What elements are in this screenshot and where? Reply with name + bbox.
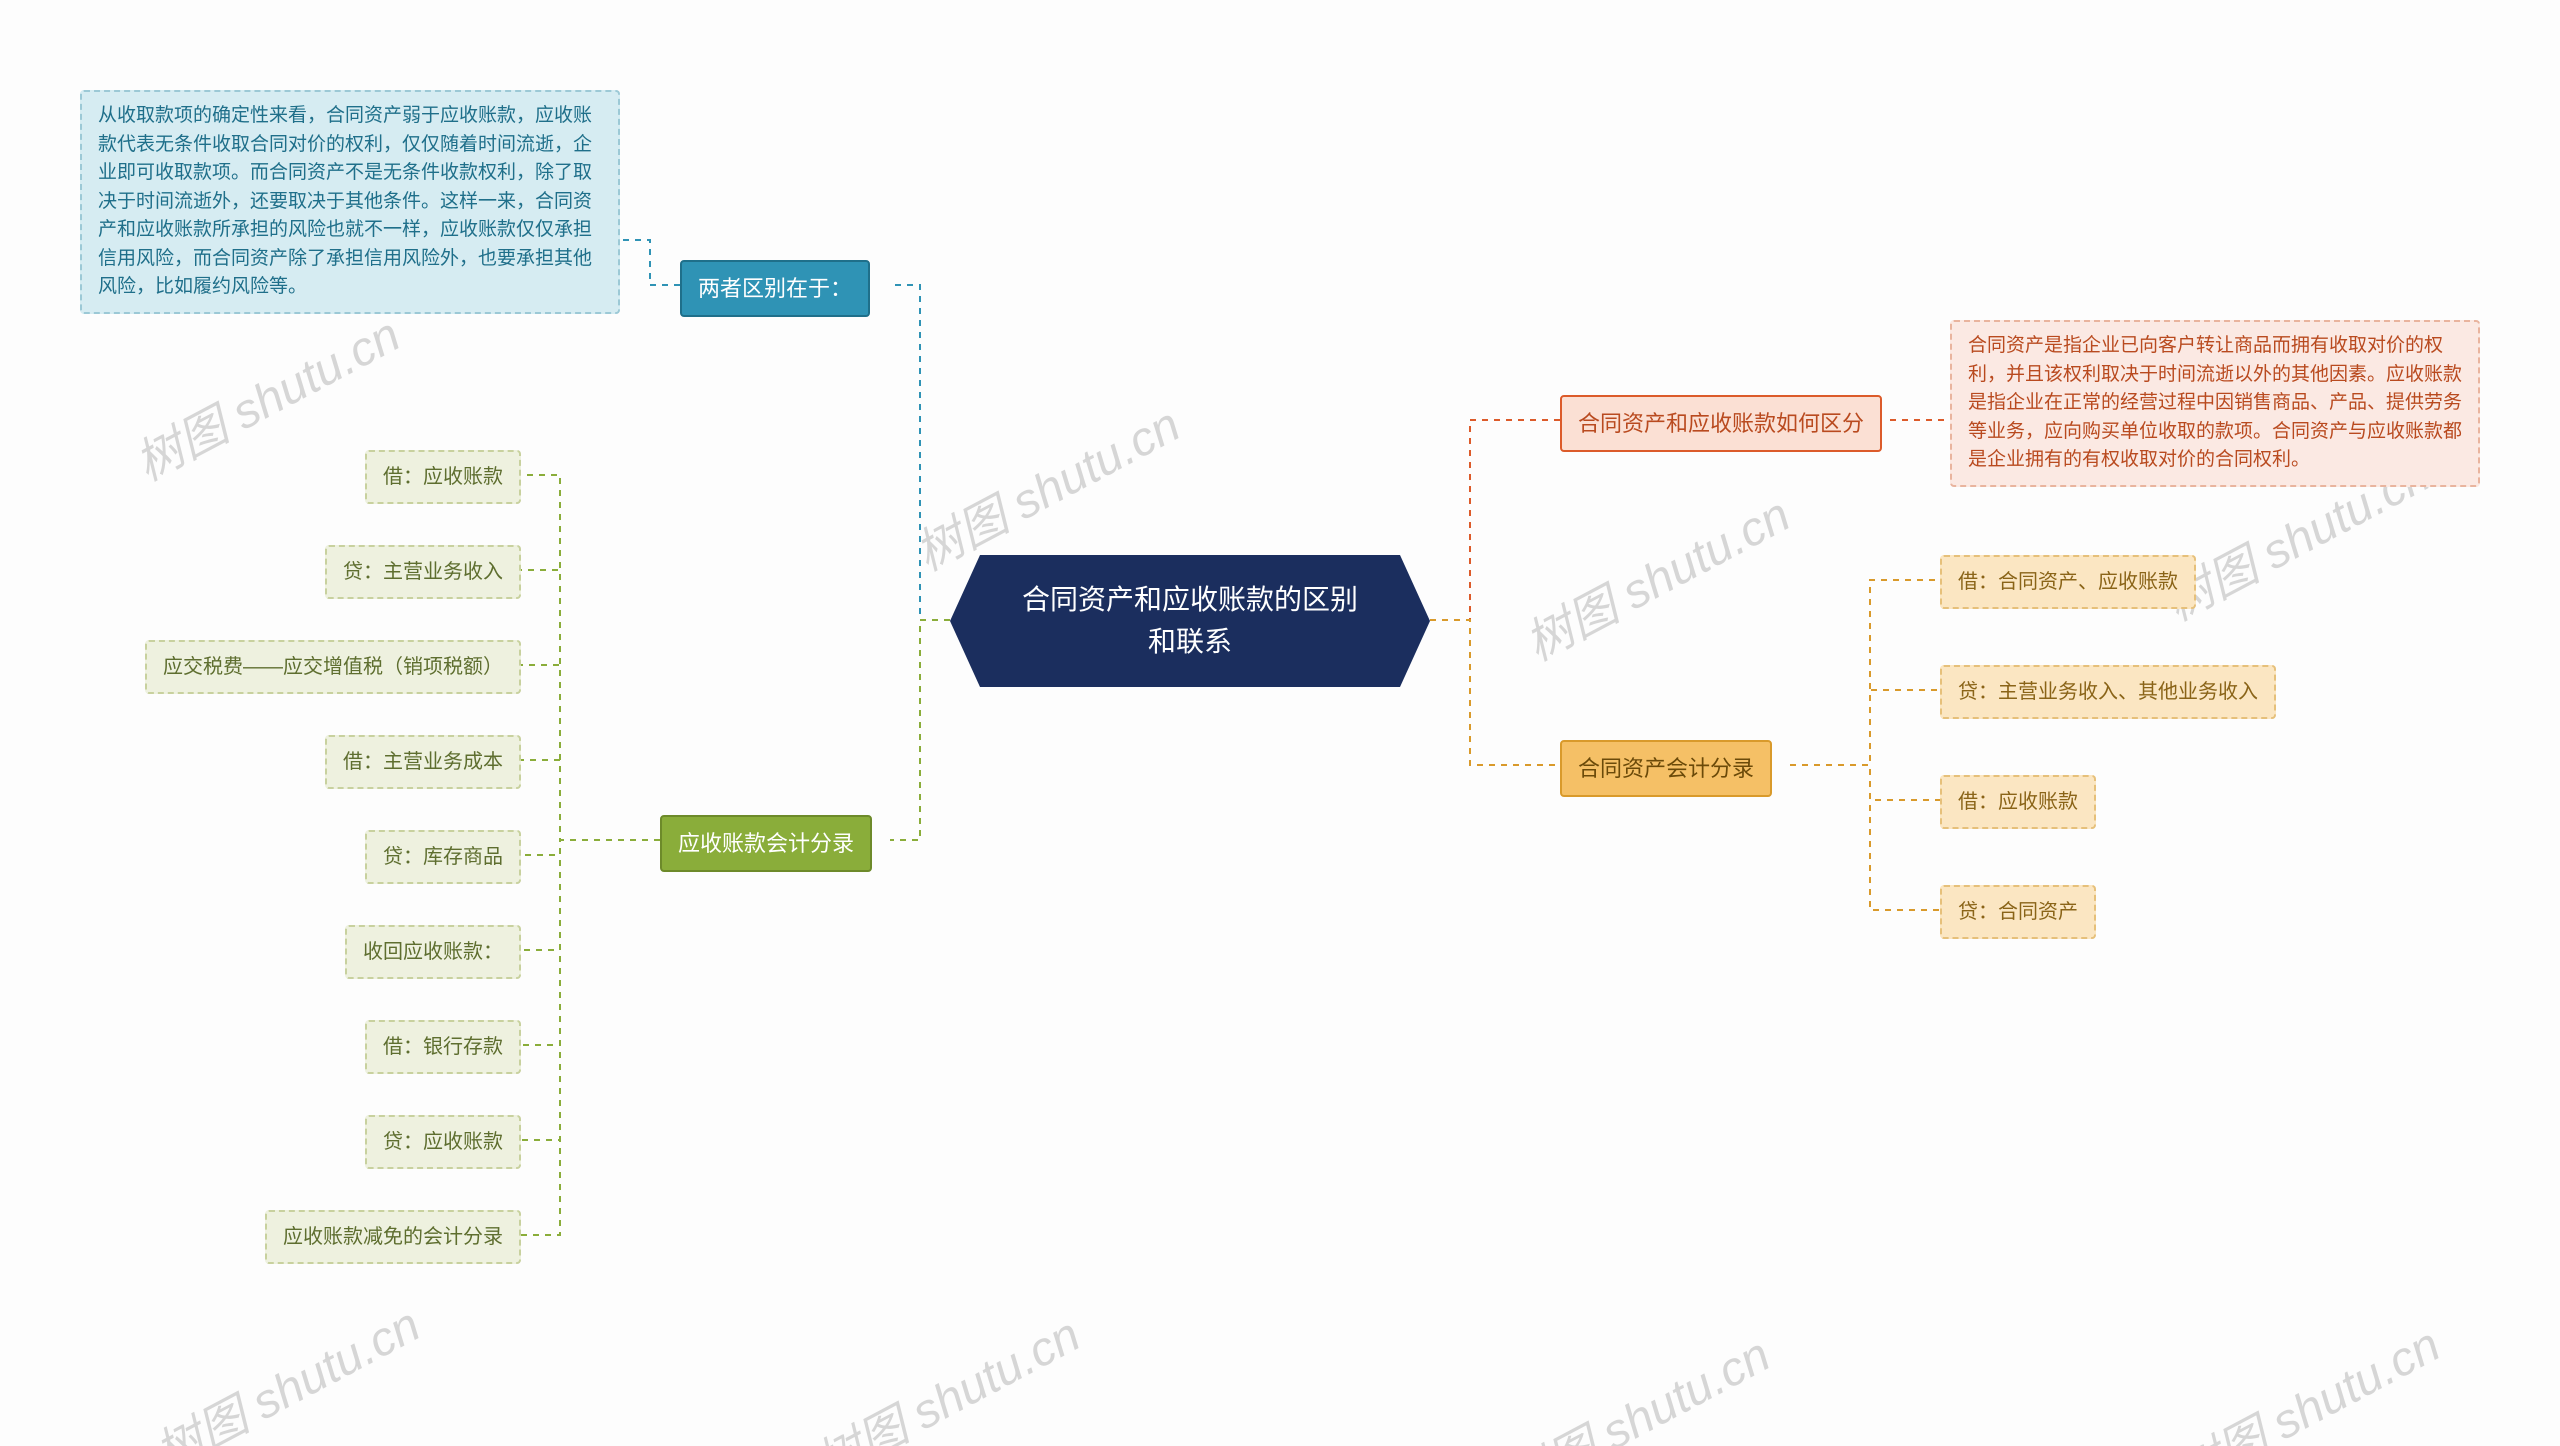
node-label: 借：银行存款 [383,1036,503,1058]
leaf-l2c[interactable]: 应交税费——应交增值税（销项税额） [145,640,521,694]
node-label: 应交税费——应交增值税（销项税额） [163,656,503,678]
leaf-l2g[interactable]: 借：银行存款 [365,1020,521,1074]
branch-contract-asset-entries[interactable]: 合同资产会计分录 [1560,740,1772,797]
node-label: 两者区别在于： [698,276,852,301]
leaf-l2a[interactable]: 借：应收账款 [365,450,521,504]
node-label: 应收账款减免的会计分录 [283,1226,503,1248]
branch-distinguish[interactable]: 合同资产和应收账款如何区分 [1560,395,1882,452]
root-node[interactable]: 合同资产和应收账款的区别和联系 [980,555,1400,687]
node-label: 借：主营业务成本 [343,751,503,773]
leaf-l2d[interactable]: 借：主营业务成本 [325,735,521,789]
node-label: 借：应收账款 [383,466,503,488]
leaf-l2i[interactable]: 应收账款减免的会计分录 [265,1210,521,1264]
node-label: 收回应收账款： [363,941,503,963]
node-label: 应收账款会计分录 [678,831,854,856]
node-label: 贷：合同资产 [1958,901,2078,923]
node-label: 借：应收账款 [1958,791,2078,813]
leaf-l2e[interactable]: 贷：库存商品 [365,830,521,884]
leaf-r2b[interactable]: 贷：主营业务收入、其他业务收入 [1940,665,2276,719]
node-label: 借：合同资产、应收账款 [1958,571,2178,593]
branch-receivable-entries[interactable]: 应收账款会计分录 [660,815,872,872]
leaf-distinguish-desc[interactable]: 合同资产是指企业已向客户转让商品而拥有收取对价的权利，并且该权利取决于时间流逝以… [1950,320,2480,487]
node-label: 贷：主营业务收入、其他业务收入 [1958,681,2258,703]
leaf-difference-desc[interactable]: 从收取款项的确定性来看，合同资产弱于应收账款，应收账款代表无条件收取合同对价的权… [80,90,620,314]
leaf-r2d[interactable]: 贷：合同资产 [1940,885,2096,939]
node-label: 从收取款项的确定性来看，合同资产弱于应收账款，应收账款代表无条件收取合同对价的权… [98,105,592,297]
node-label: 贷：库存商品 [383,846,503,868]
branch-difference[interactable]: 两者区别在于： [680,260,870,317]
leaf-l2h[interactable]: 贷：应收账款 [365,1115,521,1169]
node-label: 合同资产和应收账款如何区分 [1578,411,1864,436]
node-label: 合同资产会计分录 [1578,756,1754,781]
watermark: 树图 shutu.cn [801,1296,1091,1446]
watermark: 树图 shutu.cn [1511,476,1801,674]
leaf-l2b[interactable]: 贷：主营业务收入 [325,545,521,599]
watermark: 树图 shutu.cn [2161,1306,2451,1446]
leaf-l2f[interactable]: 收回应收账款： [345,925,521,979]
watermark: 树图 shutu.cn [1491,1316,1781,1446]
leaf-r2a[interactable]: 借：合同资产、应收账款 [1940,555,2196,609]
node-label: 贷：主营业务收入 [343,561,503,583]
root-label: 合同资产和应收账款的区别和联系 [1022,584,1358,657]
leaf-r2c[interactable]: 借：应收账款 [1940,775,2096,829]
node-label: 贷：应收账款 [383,1131,503,1153]
node-label: 合同资产是指企业已向客户转让商品而拥有收取对价的权利，并且该权利取决于时间流逝以… [1968,335,2462,470]
watermark: 树图 shutu.cn [141,1286,431,1446]
